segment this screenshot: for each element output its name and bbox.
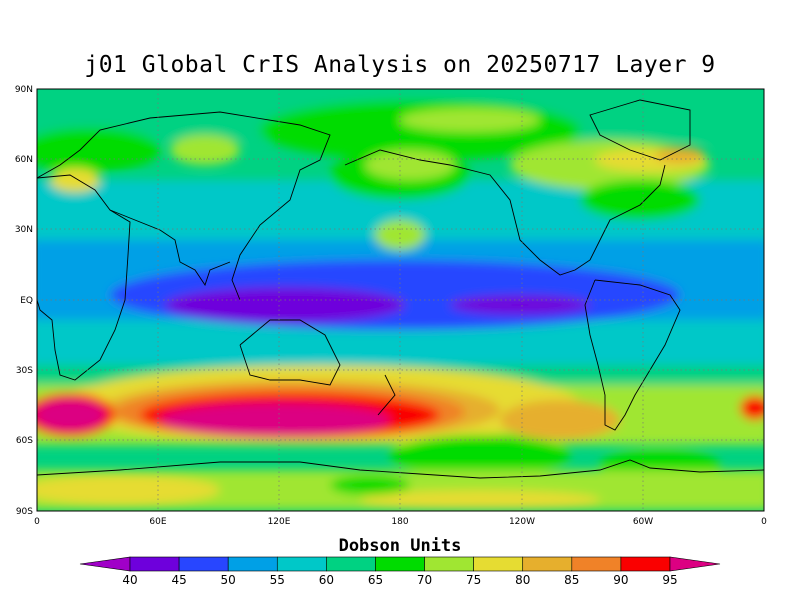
colorbar-tick-label: 60 [319, 573, 334, 587]
coast-north-america [344, 149, 666, 276]
colorbar-swatch [326, 556, 376, 572]
colorbar: 40 45 50 55 60 65 70 75 80 85 90 95 [79, 556, 721, 587]
lat-label-90s: 90S [16, 507, 33, 517]
field-south-indian-magenta [37, 399, 105, 431]
colorbar-tick-label: 40 [122, 573, 137, 587]
field-tropical-purple-east [450, 295, 590, 315]
field-greenland-orange [655, 147, 705, 163]
map-panel [37, 89, 764, 511]
colorbar-tick-label: 45 [171, 573, 186, 587]
field-southeast-atlantic-red [740, 396, 764, 420]
colorbar-swatch [424, 556, 474, 572]
colorbar-arrow-high [669, 556, 721, 572]
colorbar-swatch [129, 556, 180, 572]
map-frame [36, 88, 765, 512]
field-siberia-green [37, 128, 160, 172]
coast-south-america [584, 279, 681, 431]
lon-label-120e: 120E [268, 517, 291, 527]
coast-antarctica [37, 459, 764, 479]
field-antarctic-green [330, 475, 410, 495]
coast-greenland [589, 99, 691, 161]
field-alaska-yellow [365, 150, 455, 180]
map-title: j01 Global CrIS Analysis on 20250717 Lay… [84, 52, 716, 78]
lat-label-60n: 60N [15, 155, 33, 165]
coastlines [37, 99, 764, 479]
colorbar-swatch [375, 556, 425, 572]
field-southern-pacific-green [390, 435, 570, 475]
lat-label-90n: 90N [15, 85, 33, 95]
coast-africa [37, 174, 131, 381]
coast-eurasia [37, 111, 331, 301]
graticule [37, 89, 764, 511]
colorbar-tick-label: 55 [270, 573, 285, 587]
lon-label-0-east: 0 [761, 517, 767, 527]
colorbar-tick-label: 85 [564, 573, 579, 587]
colorbar-tick-label: 65 [368, 573, 383, 587]
field-antarctic-yellow-west [37, 475, 220, 505]
lon-label-60w: 60W [633, 517, 653, 527]
field-antarctic-yellow-east [360, 490, 600, 510]
colorbar-tick-label: 90 [613, 573, 628, 587]
colorbar-swatch [522, 556, 573, 572]
colorbar-swatch [473, 556, 524, 572]
lon-label-60e: 60E [149, 517, 166, 527]
colorbar-tick-label: 50 [221, 573, 236, 587]
field-pacific-green [375, 220, 425, 250]
colorbar-swatch [571, 556, 622, 572]
field-south-magenta [160, 403, 390, 437]
colorbar-arrow-low [79, 556, 131, 572]
field-arctic-lightgreen [400, 108, 540, 132]
colorbar-tick-label: 80 [515, 573, 530, 587]
colorbar-swatch [178, 556, 229, 572]
colorbar-swatch [620, 556, 671, 572]
coast-arabia-india [109, 209, 231, 287]
lat-label-60s: 60S [16, 436, 33, 446]
lat-label-30n: 30N [15, 225, 33, 235]
colorbar-tick-label: 70 [417, 573, 432, 587]
field-tropical-purple-west [165, 287, 405, 323]
field-southeast-pacific-gold [500, 400, 620, 440]
field-atlantic-green [580, 180, 700, 220]
lon-label-0-west: 0 [34, 517, 40, 527]
colorbar-tick-label: 95 [662, 573, 677, 587]
colorbar-swatch [276, 556, 327, 572]
lat-axis: 90N 60N 30N EQ 30S 60S 90S [15, 85, 33, 517]
coast-australia [239, 319, 341, 386]
lon-label-120w: 120W [509, 517, 535, 527]
colorbar-swatch [227, 556, 278, 572]
lon-label-180: 180 [391, 517, 408, 527]
colorbar-tick-label: 75 [466, 573, 481, 587]
lat-label-eq: EQ [20, 296, 33, 306]
field-siberia-yellow [170, 135, 240, 165]
coast-new-zealand [377, 374, 396, 416]
lat-label-30s: 30S [16, 366, 33, 376]
colorbar-title: Dobson Units [338, 536, 462, 556]
lon-axis: 0 60E 120E 180 120W 60W 0 [34, 517, 767, 527]
